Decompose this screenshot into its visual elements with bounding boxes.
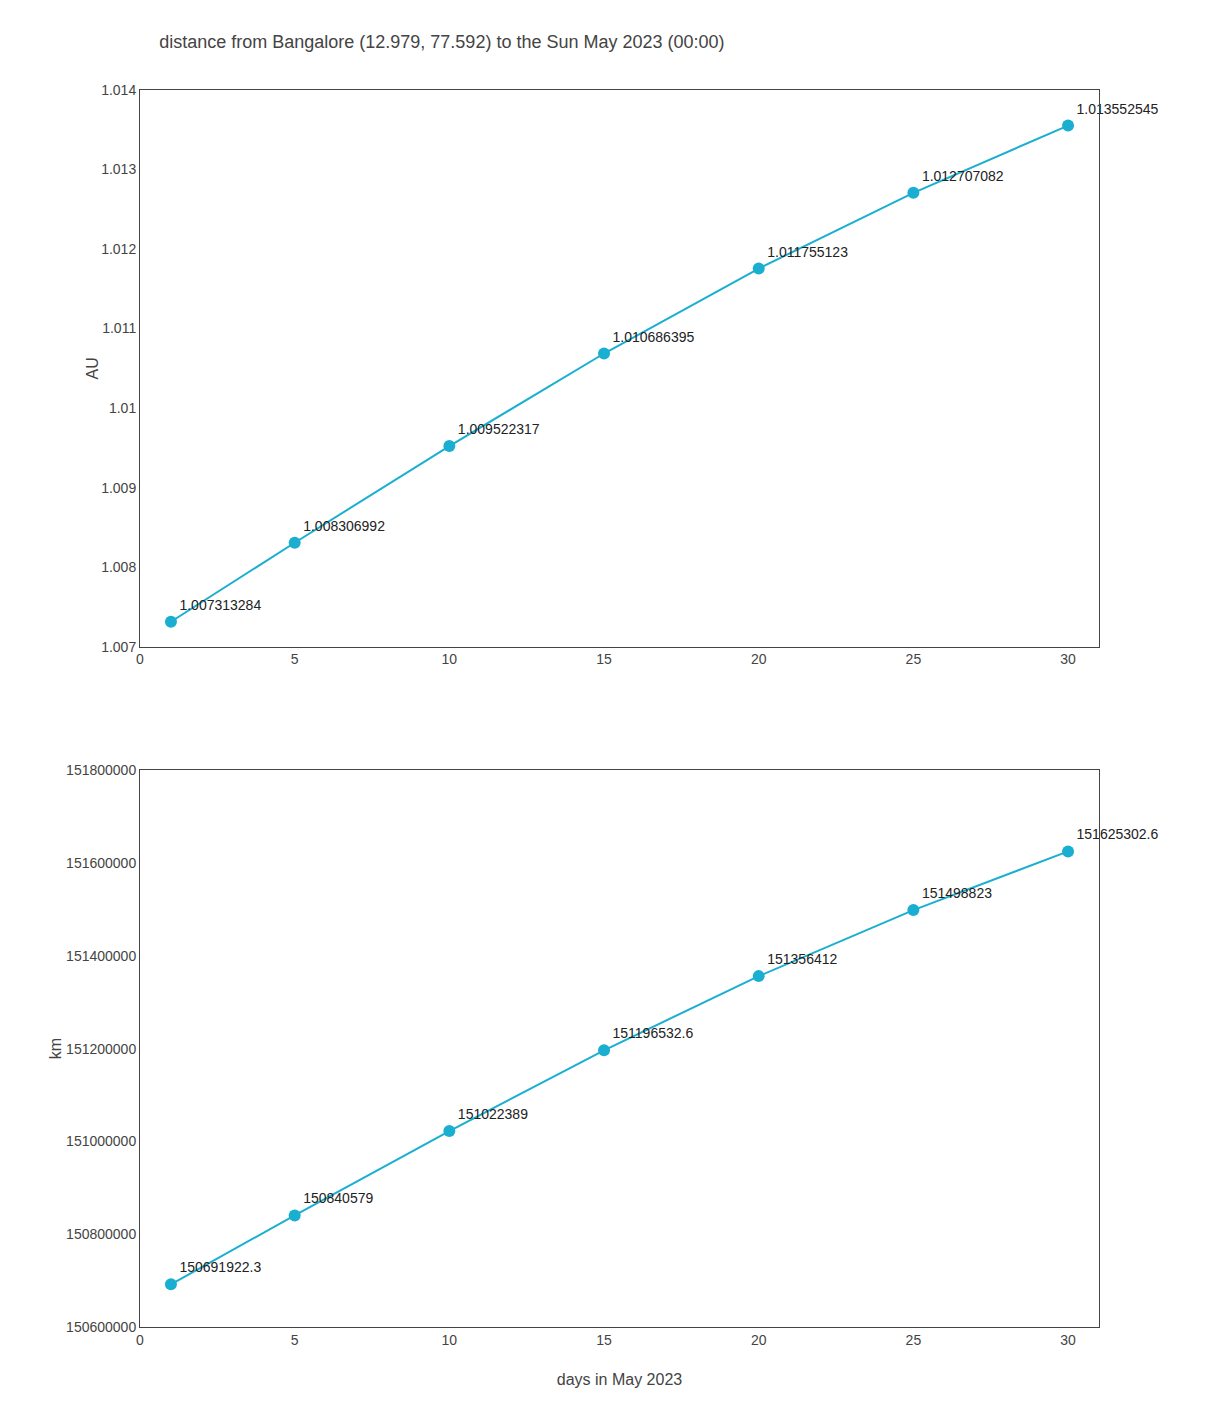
svg-text:1.008306992: 1.008306992 xyxy=(303,518,385,534)
svg-text:0: 0 xyxy=(136,651,144,667)
svg-text:151800000: 151800000 xyxy=(66,762,136,778)
svg-text:1.012: 1.012 xyxy=(101,241,136,257)
svg-text:150691922.3: 150691922.3 xyxy=(179,1259,261,1275)
svg-text:150840579: 150840579 xyxy=(303,1190,373,1206)
svg-text:1.007313284: 1.007313284 xyxy=(179,597,261,613)
svg-text:1.01: 1.01 xyxy=(109,400,136,416)
svg-text:15: 15 xyxy=(596,651,612,667)
svg-text:151022389: 151022389 xyxy=(458,1106,528,1122)
svg-text:30: 30 xyxy=(1060,1332,1076,1348)
svg-text:AU: AU xyxy=(84,357,101,379)
svg-text:1.012707082: 1.012707082 xyxy=(922,168,1004,184)
svg-text:1.013: 1.013 xyxy=(101,161,136,177)
svg-text:1.008: 1.008 xyxy=(101,559,136,575)
svg-text:1.011: 1.011 xyxy=(102,320,136,336)
svg-text:25: 25 xyxy=(906,651,922,667)
svg-text:25: 25 xyxy=(906,1332,922,1348)
svg-text:10: 10 xyxy=(442,651,458,667)
svg-text:5: 5 xyxy=(291,1332,299,1348)
svg-text:151356412: 151356412 xyxy=(767,951,837,967)
svg-text:10: 10 xyxy=(442,1332,458,1348)
svg-text:1.009522317: 1.009522317 xyxy=(458,421,540,437)
svg-text:distance from Bangalore (12.97: distance from Bangalore (12.979, 77.592)… xyxy=(159,32,724,52)
svg-text:20: 20 xyxy=(751,1332,767,1348)
svg-text:1.011755123: 1.011755123 xyxy=(767,244,848,260)
svg-text:0: 0 xyxy=(136,1332,144,1348)
svg-text:1.014: 1.014 xyxy=(101,82,136,98)
svg-text:151600000: 151600000 xyxy=(66,855,136,871)
svg-text:15: 15 xyxy=(596,1332,612,1348)
svg-text:150800000: 150800000 xyxy=(66,1226,136,1242)
svg-text:151498823: 151498823 xyxy=(922,885,992,901)
svg-text:km: km xyxy=(47,1038,64,1059)
svg-text:5: 5 xyxy=(291,651,299,667)
svg-text:30: 30 xyxy=(1060,651,1076,667)
svg-text:151400000: 151400000 xyxy=(66,948,136,964)
svg-text:1.010686395: 1.010686395 xyxy=(613,329,695,345)
svg-text:151625302.6: 151625302.6 xyxy=(1077,826,1159,842)
svg-text:150600000: 150600000 xyxy=(66,1319,136,1335)
svg-text:151000000: 151000000 xyxy=(66,1133,136,1149)
svg-text:1.013552545: 1.013552545 xyxy=(1077,101,1159,117)
svg-text:1.007: 1.007 xyxy=(101,639,136,655)
svg-text:151196532.6: 151196532.6 xyxy=(613,1025,694,1041)
svg-text:151200000: 151200000 xyxy=(66,1041,136,1057)
svg-text:20: 20 xyxy=(751,651,767,667)
svg-text:1.009: 1.009 xyxy=(101,480,136,496)
svg-text:days in May 2023: days in May 2023 xyxy=(557,1371,683,1388)
